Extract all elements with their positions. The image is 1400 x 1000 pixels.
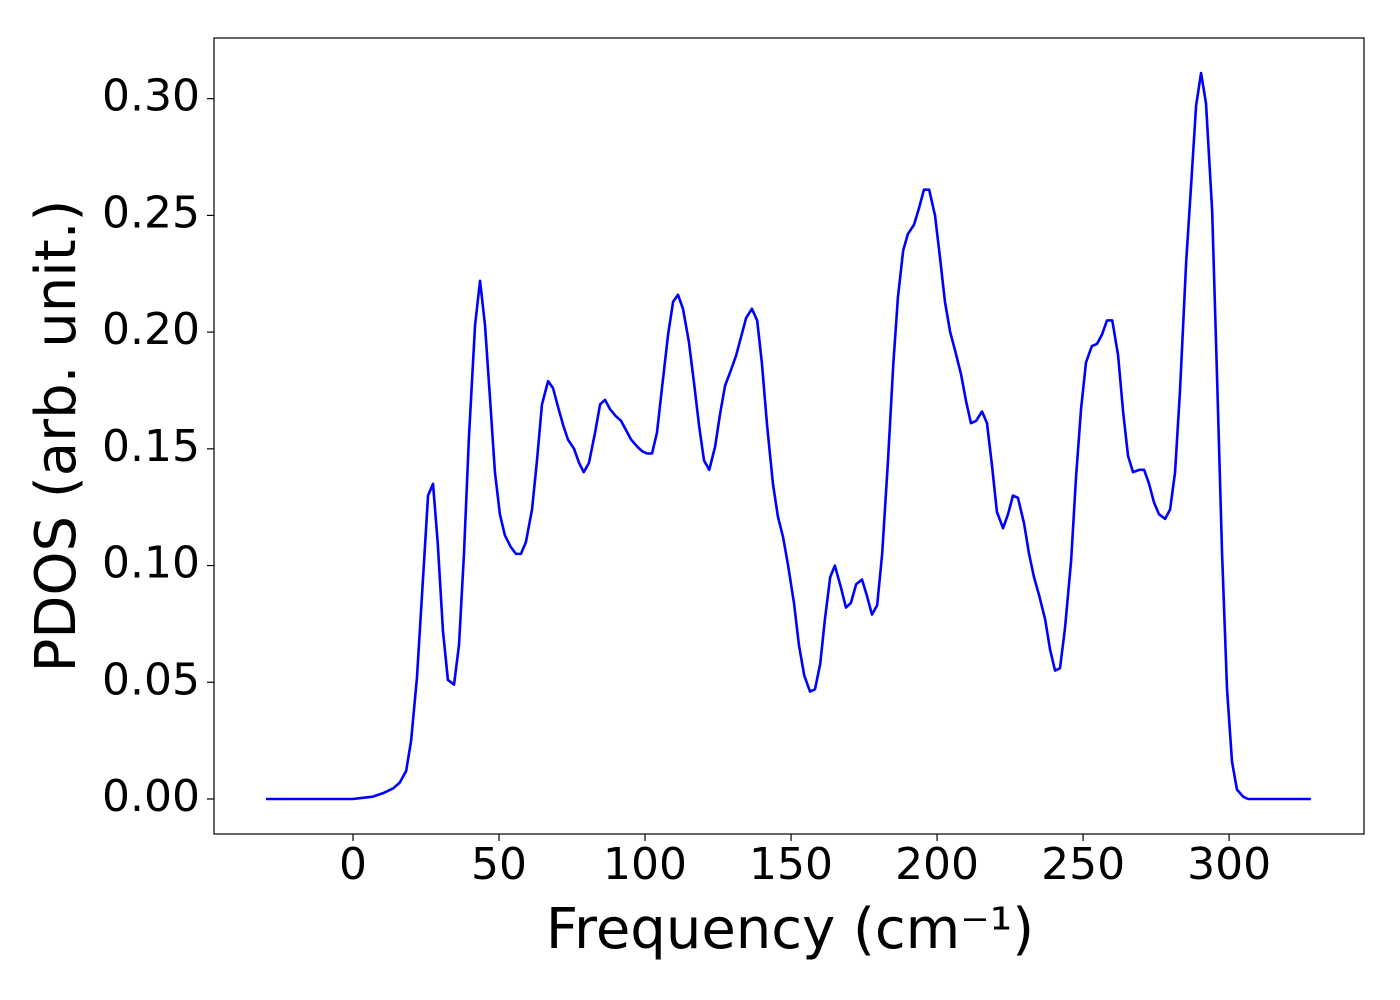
x-tick-label: 100 (603, 839, 687, 890)
line-series (265, 71, 1311, 801)
y-tick-label: 0.25 (102, 187, 200, 238)
x-tick-label: 300 (1187, 839, 1271, 890)
plot-frame (213, 37, 1365, 835)
x-tick-label: 50 (471, 839, 527, 890)
y-tick-label: 0.15 (102, 421, 200, 472)
x-axis-label: Frequency (cm⁻¹) (546, 897, 1034, 962)
y-tick-label: 0.00 (102, 771, 200, 822)
y-tick-label: 0.10 (102, 538, 200, 589)
y-tick-label: 0.20 (102, 304, 200, 355)
x-tick-label: 200 (895, 839, 979, 890)
y-tick-label: 0.30 (102, 71, 200, 122)
x-tick-label: 150 (749, 839, 833, 890)
y-axis-label: PDOS (arb. unit.) (24, 200, 89, 673)
y-tick-label: 0.05 (102, 654, 200, 705)
x-tick-label: 0 (339, 839, 367, 890)
x-tick-label: 250 (1041, 839, 1125, 890)
